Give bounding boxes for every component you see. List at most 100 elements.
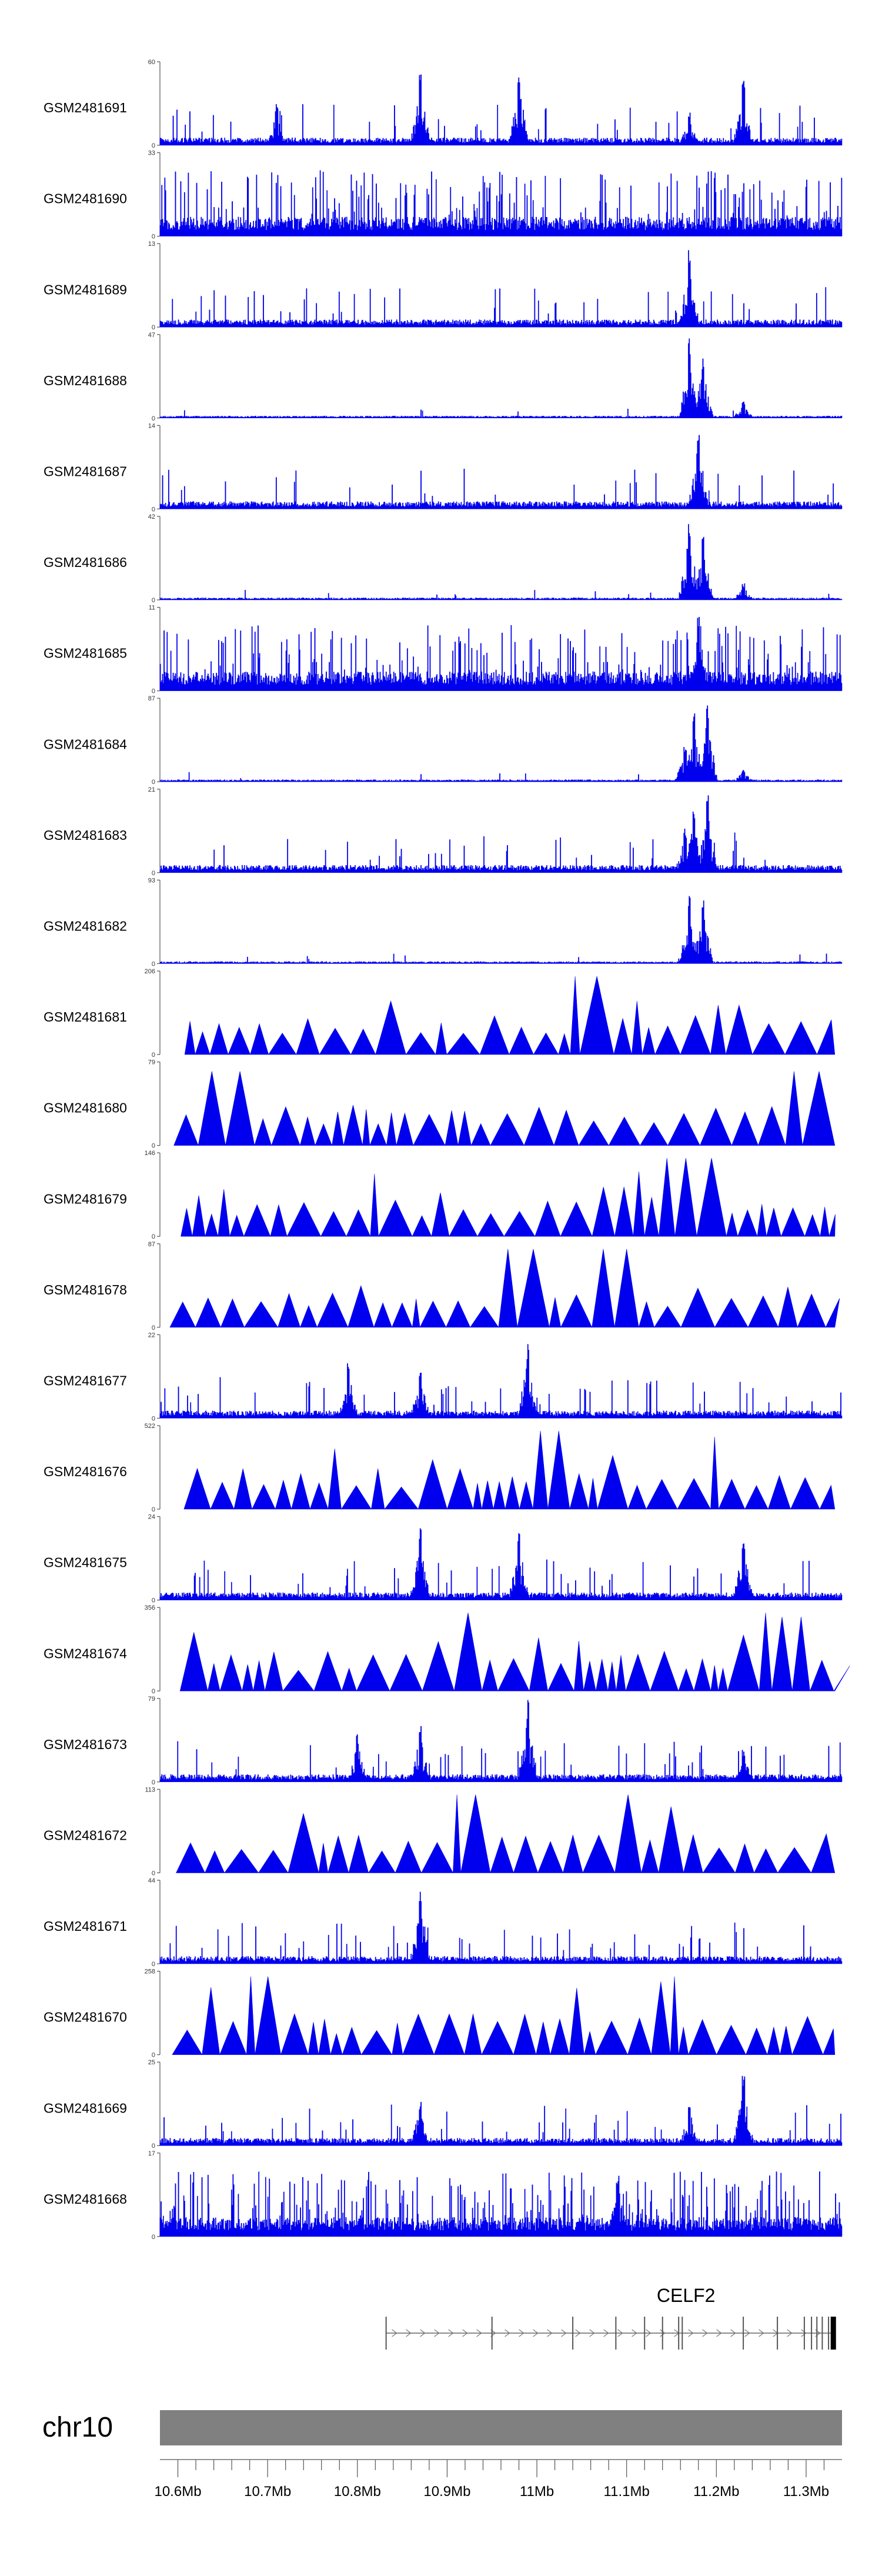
strand-arrow	[744, 2329, 750, 2337]
coverage-area	[159, 170, 843, 236]
track-GSM2481684: GSM2481684 87 0	[44, 695, 843, 786]
track-GSM2481691: GSM2481691 60 0	[44, 59, 843, 149]
strand-arrow	[476, 2329, 482, 2337]
coverage-area	[173, 1071, 836, 1146]
gene-exon	[816, 2317, 818, 2350]
track-GSM2481689: GSM2481689 13 0	[44, 241, 843, 331]
chromosome-band	[160, 2410, 842, 2445]
track-label: GSM2481684	[44, 736, 127, 752]
coverage-area	[159, 795, 843, 873]
strand-arrow	[646, 2329, 652, 2337]
strand-arrow	[575, 2329, 581, 2337]
y-tick-label-max: 93	[148, 877, 155, 884]
track-label: GSM2481691	[44, 100, 127, 115]
y-tick-label-max: 356	[145, 1604, 155, 1611]
gene-exon	[572, 2317, 574, 2350]
track-GSM2481677: GSM2481677 22 0	[44, 1332, 843, 1422]
track-GSM2481690: GSM2481690 33 0	[44, 150, 843, 241]
y-tick-label-max: 79	[148, 1059, 155, 1066]
strand-arrow	[632, 2329, 637, 2337]
y-tick-label-max: 47	[148, 332, 155, 339]
chromosome-ideogram: chr10	[42, 2410, 842, 2445]
strand-arrow	[561, 2329, 567, 2337]
coverage-area	[159, 338, 843, 419]
gene-track: CELF2	[385, 2285, 836, 2350]
y-tick-label-max: 42	[148, 513, 155, 520]
coverage-area	[159, 1528, 843, 1600]
y-tick-label-max: 113	[145, 1786, 155, 1793]
y-tick-label-max: 522	[145, 1423, 155, 1430]
track-GSM2481671: GSM2481671 44 0	[44, 1877, 843, 1968]
strand-arrow	[392, 2329, 397, 2337]
coverage-area	[176, 1794, 836, 1874]
track-GSM2481680: GSM2481680 79 0	[44, 1059, 836, 1150]
track-label: GSM2481676	[44, 1464, 127, 1479]
track-label: GSM2481680	[44, 1100, 127, 1116]
track-label: GSM2481671	[44, 1918, 127, 1934]
y-tick-label-max: 44	[148, 1877, 155, 1884]
gene-exon	[828, 2317, 830, 2350]
track-label: GSM2481674	[44, 1646, 127, 1661]
x-tick-label: 11.1Mb	[604, 2484, 650, 2500]
x-tick-label: 11.3Mb	[783, 2484, 829, 2500]
y-tick-label-zero: 0	[152, 1597, 155, 1604]
chromosome-label: chr10	[42, 2412, 113, 2443]
track-GSM2481678: GSM2481678 87 0	[44, 1241, 840, 1332]
track-label: GSM2481677	[44, 1373, 127, 1389]
y-tick-label-max: 87	[148, 695, 155, 702]
coverage-area	[159, 435, 843, 509]
track-label: GSM2481690	[44, 191, 127, 206]
track-label: GSM2481669	[44, 2100, 127, 2115]
y-tick-label-zero: 0	[152, 960, 155, 967]
track-GSM2481668: GSM2481668 17 0	[44, 2150, 843, 2241]
coverage-area	[159, 705, 843, 782]
y-tick-label-zero: 0	[152, 1506, 155, 1513]
strand-arrow	[787, 2329, 793, 2337]
coverage-area	[179, 1613, 850, 1692]
x-tick-label: 10.9Mb	[423, 2484, 470, 2500]
coverage-area	[172, 1976, 836, 2056]
gene-exon	[662, 2317, 663, 2350]
track-label: GSM2481668	[44, 2191, 127, 2207]
track-label: GSM2481679	[44, 1191, 127, 1206]
y-tick-label-zero: 0	[152, 688, 155, 695]
coverage-area	[159, 2076, 843, 2146]
y-tick-label-zero: 0	[152, 1961, 155, 1968]
y-tick-label-max: 24	[148, 1514, 155, 1521]
gene-exon	[644, 2317, 646, 2350]
strand-arrow	[801, 2329, 807, 2337]
track-label: GSM2481686	[44, 555, 127, 570]
gene-exon	[678, 2317, 680, 2350]
y-tick-label-max: 21	[148, 786, 155, 793]
coverage-area	[159, 1891, 843, 1964]
track-GSM2481682: GSM2481682 93 0	[44, 877, 843, 967]
x-tick-label: 11Mb	[520, 2484, 554, 2500]
strand-arrow	[462, 2329, 468, 2337]
track-GSM2481672: GSM2481672 113 0	[44, 1786, 836, 1877]
track-GSM2481675: GSM2481675 24 0	[44, 1514, 843, 1604]
strand-arrow	[434, 2329, 440, 2337]
coverage-area	[169, 1249, 840, 1328]
gene-exon	[615, 2317, 617, 2350]
strand-arrow	[448, 2329, 454, 2337]
y-tick-label-zero: 0	[152, 1870, 155, 1877]
y-tick-label-zero: 0	[152, 2234, 155, 2241]
gene-exon	[385, 2317, 387, 2350]
y-tick-label-max: 17	[148, 2150, 155, 2157]
x-tick-label: 10.8Mb	[334, 2484, 381, 2500]
track-GSM2481687: GSM2481687 14 0	[44, 422, 843, 513]
x-tick-label: 10.6Mb	[154, 2484, 201, 2500]
track-label: GSM2481672	[44, 1828, 127, 1843]
y-tick-label-zero: 0	[152, 506, 155, 513]
coverage-area	[159, 896, 843, 964]
y-tick-label-zero: 0	[152, 1324, 155, 1332]
y-tick-label-zero: 0	[152, 2052, 155, 2059]
y-tick-label-zero: 0	[152, 1052, 155, 1059]
track-label: GSM2481681	[44, 1009, 127, 1025]
coverage-area	[159, 1700, 843, 1783]
coverage-area	[159, 2171, 843, 2237]
gene-exon	[681, 2317, 683, 2350]
y-tick-label-max: 258	[145, 1968, 155, 1976]
y-tick-label-max: 206	[145, 968, 155, 975]
